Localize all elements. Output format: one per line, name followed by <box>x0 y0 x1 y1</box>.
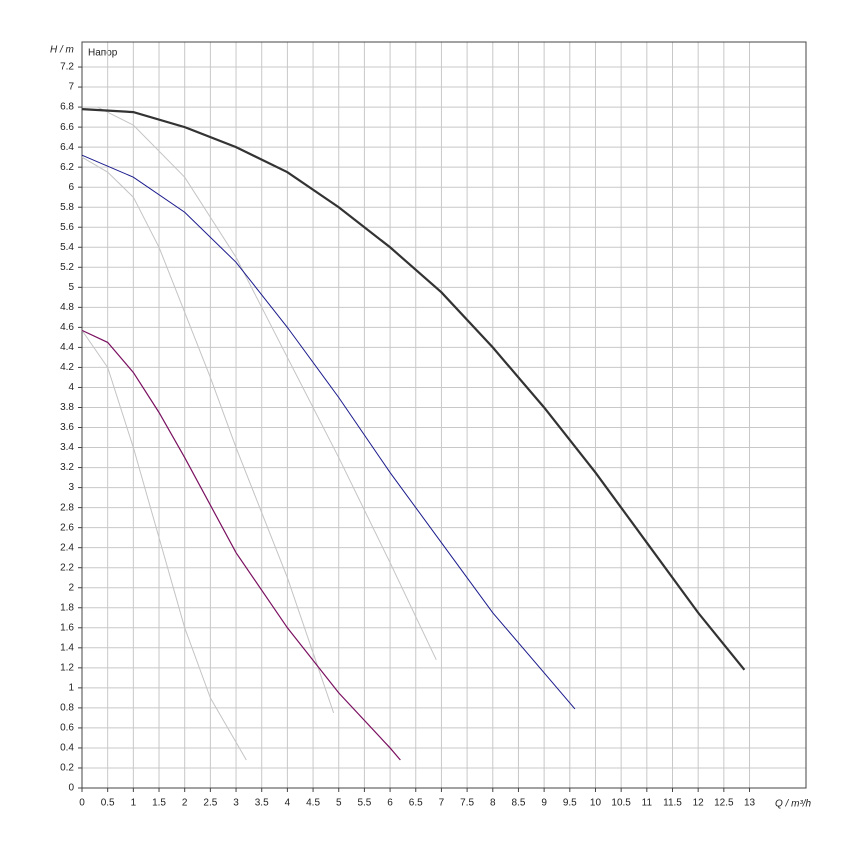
y-tick-label: 5.2 <box>60 262 74 273</box>
y-tick-label: 0.2 <box>60 763 74 774</box>
y-tick-label: 1.4 <box>60 642 74 653</box>
x-tick-label: 10 <box>590 798 602 809</box>
curve <box>81 330 247 761</box>
x-tick-label: 1 <box>131 798 137 809</box>
y-tick-label: 4.6 <box>60 322 74 333</box>
y-tick-label: 4.4 <box>60 342 74 353</box>
x-tick-label: 11 <box>642 798 653 809</box>
x-tick-label: 13 <box>744 798 756 809</box>
x-tick-label: 6.5 <box>409 798 423 809</box>
x-tick-label: 8.5 <box>512 798 526 809</box>
annotation: Напор <box>88 48 118 59</box>
x-tick-label: 11.5 <box>663 798 682 809</box>
y-tick-label: 3.4 <box>60 442 74 453</box>
x-tick-label: 3 <box>233 798 239 809</box>
x-tick-label: 4.5 <box>306 798 320 809</box>
y-tick-label: 3.2 <box>60 462 74 473</box>
y-tick-label: 5 <box>68 282 74 293</box>
y-tick-label: 3 <box>68 482 74 493</box>
y-tick-label: 4.8 <box>60 302 74 313</box>
x-tick-label: 5 <box>336 798 342 809</box>
curve <box>97 106 437 661</box>
y-tick-label: 5.4 <box>60 242 74 253</box>
y-tick-label: 6.2 <box>60 162 74 173</box>
x-tick-label: 8 <box>490 798 496 809</box>
y-tick-label: 0.4 <box>60 743 74 754</box>
y-tick-label: 4 <box>68 382 74 393</box>
y-tick-label: 7.2 <box>60 62 74 73</box>
y-tick-label: 4.2 <box>60 362 74 373</box>
y-tick-label: 1 <box>68 683 74 694</box>
x-tick-label: 4 <box>285 798 291 809</box>
plot-frame <box>81 41 807 789</box>
y-tick-label: 7 <box>68 82 74 93</box>
y-tick-label: 3.6 <box>60 422 74 433</box>
x-tick-label: 1.5 <box>152 798 166 809</box>
y-tick-label: 2 <box>68 582 74 593</box>
y-tick-label: 6.4 <box>60 142 74 153</box>
y-tick-label: 5.6 <box>60 222 74 233</box>
x-axis-label: Q / m³/h <box>775 799 812 810</box>
y-tick-label: 0 <box>68 783 74 794</box>
y-tick-label: 3.8 <box>60 402 74 413</box>
x-tick-label: 10.5 <box>611 798 631 809</box>
x-tick-label: 7 <box>439 798 445 809</box>
curve <box>81 329 401 761</box>
x-tick-label: 7.5 <box>460 798 474 809</box>
x-tick-label: 6 <box>387 798 393 809</box>
x-tick-label: 12 <box>693 798 705 809</box>
curve <box>81 156 335 714</box>
x-tick-label: 2.5 <box>203 798 217 809</box>
curve <box>81 154 576 710</box>
y-tick-label: 1.6 <box>60 622 74 633</box>
x-tick-label: 9.5 <box>563 798 577 809</box>
y-tick-label: 6.6 <box>60 122 74 133</box>
y-tick-label: 2.4 <box>60 542 74 553</box>
y-tick-label: 6.8 <box>60 102 74 113</box>
y-tick-label: 5.8 <box>60 202 74 213</box>
x-tick-label: 9 <box>541 798 547 809</box>
y-tick-label: 1.8 <box>60 602 74 613</box>
y-tick-label: 2.6 <box>60 522 74 533</box>
y-tick-label: 1.2 <box>60 662 74 673</box>
x-tick-label: 0.5 <box>101 798 115 809</box>
y-tick-label: 2.8 <box>60 502 74 513</box>
y-tick-label: 2.2 <box>60 562 74 573</box>
x-tick-label: 3.5 <box>255 798 269 809</box>
curve <box>81 107 746 671</box>
x-tick-label: 0 <box>79 798 85 809</box>
y-tick-label: 0.6 <box>60 723 74 734</box>
x-tick-label: 5.5 <box>357 798 371 809</box>
y-tick-label: 6 <box>68 182 74 193</box>
y-axis-label: H / m <box>50 45 74 56</box>
x-tick-label: 12.5 <box>714 798 734 809</box>
x-tick-label: 2 <box>182 798 188 809</box>
y-tick-label: 0.8 <box>60 703 74 714</box>
